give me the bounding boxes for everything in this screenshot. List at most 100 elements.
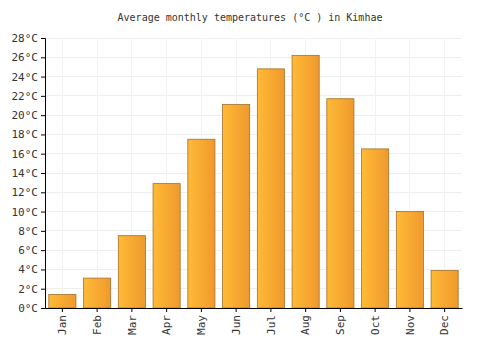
- grid-line-vertical: [62, 38, 63, 308]
- x-tick-mark: [166, 308, 167, 312]
- x-axis: Jan Feb Mar Apr May Jun Jul Aug Sep Oct Nov Dec: [46, 308, 463, 335]
- y-tick-mark: [41, 173, 45, 174]
- x-tick-label: Apr: [160, 315, 173, 335]
- bar: [292, 55, 319, 308]
- y-tick-label: 28°C: [12, 32, 39, 45]
- y-tick-label: 26°C: [12, 51, 39, 64]
- x-tick-label: May: [195, 315, 208, 335]
- grid-line: [45, 57, 462, 58]
- x-tick: Mar: [126, 308, 139, 335]
- grid-line: [45, 134, 462, 135]
- y-tick-mark: [41, 212, 45, 213]
- x-tick-mark: [62, 308, 63, 312]
- grid-line: [45, 38, 462, 39]
- y-tick-mark: [41, 192, 45, 193]
- y-tick-mark: [41, 308, 45, 309]
- y-axis-line: [41, 39, 46, 309]
- x-tick: Jan: [56, 308, 69, 335]
- chart-svg: Average monthly temperatures (°C ) in Ki…: [0, 0, 500, 350]
- x-tick-label: Jan: [56, 315, 69, 335]
- x-tick: Sep: [334, 308, 347, 335]
- y-tick: 2°C: [18, 283, 45, 296]
- y-tick-mark: [41, 38, 45, 39]
- y-axis: 0°C 2°C 4°C 6°C 8°C 10°C 12°C 14°C 16°C 18°C 20°C 2…: [12, 32, 46, 315]
- bar: [396, 212, 423, 308]
- y-tick-label: 10°C: [12, 206, 39, 219]
- bar: [49, 295, 76, 309]
- x-tick: Aug: [299, 308, 312, 335]
- y-tick: 10°C: [12, 206, 46, 219]
- y-tick-mark: [41, 269, 45, 270]
- y-tick: 24°C: [12, 71, 46, 84]
- y-tick: 4°C: [18, 263, 45, 276]
- bar: [431, 270, 458, 308]
- plot-area: 0°C 2°C 4°C 6°C 8°C 10°C 12°C 14°C 16°C 18°C 20°C 2…: [12, 32, 463, 335]
- y-tick: 28°C: [12, 32, 46, 45]
- x-tick-label: Sep: [334, 315, 347, 335]
- y-tick: 14°C: [12, 167, 46, 180]
- y-tick: 8°C: [18, 225, 45, 238]
- y-tick: 6°C: [18, 244, 45, 257]
- y-tick-label: 0°C: [18, 302, 38, 315]
- x-tick-mark: [340, 308, 341, 312]
- x-tick-label: Nov: [404, 315, 417, 335]
- bar: [362, 149, 389, 308]
- bar: [327, 99, 354, 308]
- grid-line: [45, 95, 462, 96]
- x-tick: May: [195, 308, 208, 335]
- y-tick-label: 20°C: [12, 109, 39, 122]
- x-tick-mark: [375, 308, 376, 312]
- chart-container: Average monthly temperatures (°C ) in Ki…: [0, 0, 500, 350]
- grid-line-vertical: [97, 38, 98, 308]
- x-tick: Apr: [160, 308, 173, 335]
- grid-line: [45, 115, 462, 116]
- y-tick-label: 18°C: [12, 128, 39, 141]
- y-tick-label: 6°C: [18, 244, 38, 257]
- x-tick-mark: [409, 308, 410, 312]
- x-tick-label: Jul: [265, 315, 278, 335]
- y-tick: 20°C: [12, 109, 46, 122]
- x-tick: Jun: [230, 308, 243, 335]
- y-tick-label: 24°C: [12, 71, 39, 84]
- grid-line-vertical: [444, 38, 445, 308]
- y-tick-mark: [41, 96, 45, 97]
- x-tick-label: Aug: [299, 315, 312, 335]
- x-tick: Nov: [404, 308, 417, 335]
- x-tick-mark: [305, 308, 306, 312]
- x-tick-mark: [236, 308, 237, 312]
- y-tick: 12°C: [12, 186, 46, 199]
- x-tick: Dec: [438, 308, 451, 335]
- y-tick-mark: [41, 154, 45, 155]
- y-tick-label: 14°C: [12, 167, 39, 180]
- grid-line: [45, 192, 462, 193]
- bar: [223, 105, 250, 308]
- y-tick: 0°C: [18, 302, 45, 315]
- x-tick-mark: [444, 308, 445, 312]
- x-tick: Feb: [91, 308, 104, 335]
- y-tick-mark: [41, 115, 45, 116]
- bar: [188, 139, 215, 308]
- bar: [257, 69, 284, 308]
- x-axis-line: [46, 308, 463, 309]
- y-tick-label: 8°C: [18, 225, 38, 238]
- y-tick: 26°C: [12, 51, 46, 64]
- y-tick-mark: [41, 57, 45, 58]
- y-tick: 22°C: [12, 90, 46, 103]
- x-tick-label: Dec: [438, 315, 451, 335]
- y-tick: 18°C: [12, 128, 46, 141]
- bar: [118, 236, 145, 308]
- x-tick-label: Oct: [369, 315, 382, 335]
- x-tick: Jul: [265, 308, 278, 335]
- y-tick-label: 12°C: [12, 186, 39, 199]
- y-tick-label: 4°C: [18, 263, 38, 276]
- y-tick-mark: [41, 134, 45, 135]
- x-tick-mark: [270, 308, 271, 312]
- y-tick-mark: [41, 77, 45, 78]
- y-tick-label: 2°C: [18, 283, 38, 296]
- x-tick-mark: [201, 308, 202, 312]
- x-tick-mark: [131, 308, 132, 312]
- x-tick: Oct: [369, 308, 382, 335]
- y-tick-mark: [41, 289, 45, 290]
- chart-title: Average monthly temperatures (°C ) in Ki…: [118, 12, 383, 23]
- y-tick: 16°C: [12, 148, 46, 161]
